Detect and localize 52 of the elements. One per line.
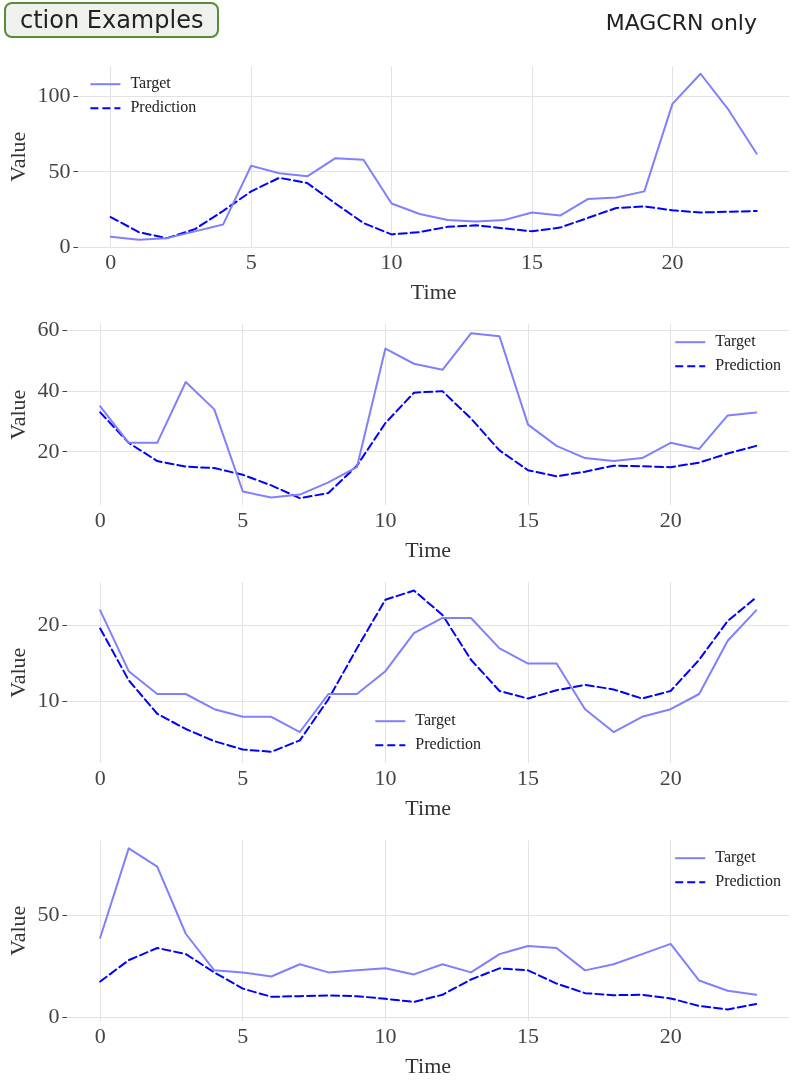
x-tick-label: 15	[521, 249, 543, 275]
y-axis-title: Value	[4, 131, 30, 182]
y-axis-title: Value	[4, 905, 30, 956]
line-series	[99, 390, 758, 500]
y-tick-label: 50	[48, 157, 71, 183]
y-tick-label: 40	[37, 376, 60, 402]
y-tick-label: 20	[37, 611, 60, 637]
legend-label: Prediction	[415, 735, 482, 753]
y-tick-label: 0	[48, 1002, 60, 1028]
x-tick-label: 5	[237, 765, 249, 791]
x-tick-label: 15	[517, 507, 540, 533]
legend-label: Prediction	[130, 98, 197, 116]
x-tick-label: 20	[659, 765, 682, 791]
x-tick-label: 10	[374, 765, 397, 791]
x-axis-title: Time	[405, 536, 452, 562]
legend-label: Target	[130, 74, 172, 93]
line-series	[99, 946, 758, 1011]
chart-title: ction Examples	[4, 2, 220, 38]
x-tick-label: 0	[94, 765, 106, 791]
x-tick-label: 15	[517, 765, 540, 791]
y-tick-label: 20	[37, 437, 60, 463]
x-axis-title: Time	[405, 1052, 452, 1078]
x-tick-label: 20	[661, 249, 684, 275]
x-tick-label: 10	[374, 1023, 397, 1049]
x-axis-title: Time	[410, 278, 457, 304]
x-tick-label: 10	[374, 507, 397, 533]
x-axis-title: Time	[405, 794, 452, 820]
legend-label: Prediction	[715, 356, 781, 374]
x-tick-label: 0	[105, 249, 117, 275]
x-tick-label: 5	[245, 249, 257, 275]
legend-label: Target	[715, 848, 757, 867]
x-tick-label: 5	[237, 507, 249, 533]
x-tick-label: 10	[380, 249, 403, 275]
legend-label: Target	[715, 332, 757, 351]
x-tick-label: 15	[517, 1023, 540, 1049]
y-tick-label: 100	[37, 82, 71, 108]
x-tick-label: 0	[94, 507, 106, 533]
legend-label: Prediction	[715, 872, 781, 890]
y-tick-label: 50	[37, 901, 60, 927]
y-tick-label: 60	[37, 316, 60, 342]
x-tick-label: 0	[94, 1023, 106, 1049]
x-tick-label: 20	[659, 1023, 682, 1049]
y-axis-title: Value	[4, 389, 30, 440]
chart-subtitle: MAGCRN only	[605, 10, 757, 35]
y-axis-title: Value	[4, 647, 30, 698]
x-tick-label: 5	[237, 1023, 249, 1049]
line-series	[109, 176, 758, 240]
legend-label: Target	[415, 711, 457, 730]
x-tick-label: 20	[659, 507, 682, 533]
y-tick-label: 0	[59, 232, 71, 258]
y-tick-label: 10	[37, 687, 60, 713]
line-series	[99, 589, 758, 753]
